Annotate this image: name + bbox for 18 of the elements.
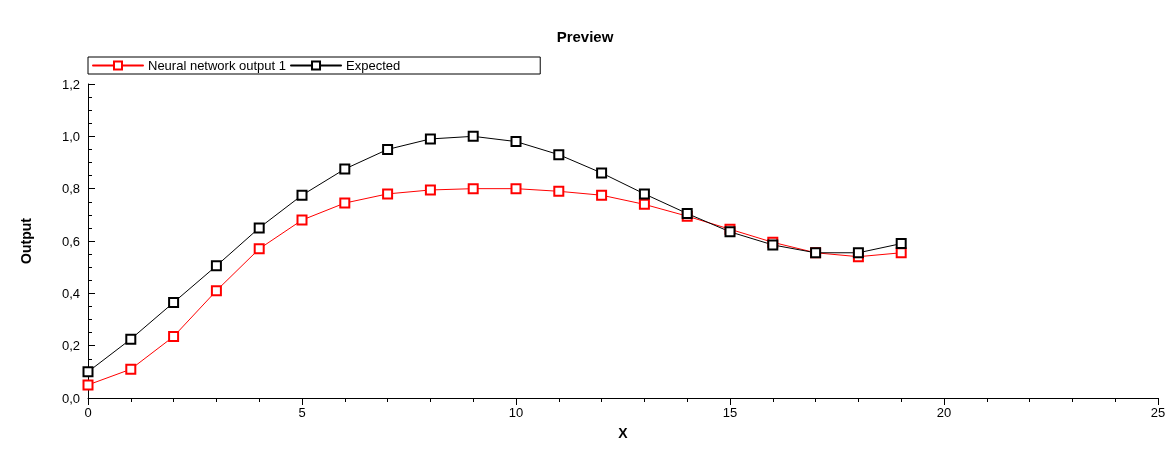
y-tick-label: 1,0 — [61, 128, 80, 144]
y-tick-label: 0,6 — [61, 233, 80, 249]
x-tick-label: 25 — [1150, 405, 1166, 420]
x-tick-label: 0 — [84, 405, 92, 420]
legend-label: Neural network output 1 — [148, 58, 287, 73]
chart-title: Preview — [556, 28, 614, 45]
y-tick-label: 1,2 — [61, 76, 80, 92]
x-tick-label: 15 — [722, 405, 738, 420]
legend-label: Expected — [346, 58, 401, 73]
y-tick-label: 0,8 — [61, 181, 80, 197]
x-axis-title: X — [618, 425, 629, 441]
x-tick-label: 5 — [298, 405, 306, 420]
y-tick-label: 0,4 — [61, 285, 80, 301]
y-tick-label: 0,0 — [61, 390, 80, 406]
x-tick-label: 20 — [936, 405, 952, 420]
y-axis-title: Output — [18, 217, 34, 264]
x-tick-label: 10 — [508, 405, 524, 420]
y-tick-label: 0,2 — [61, 338, 80, 354]
